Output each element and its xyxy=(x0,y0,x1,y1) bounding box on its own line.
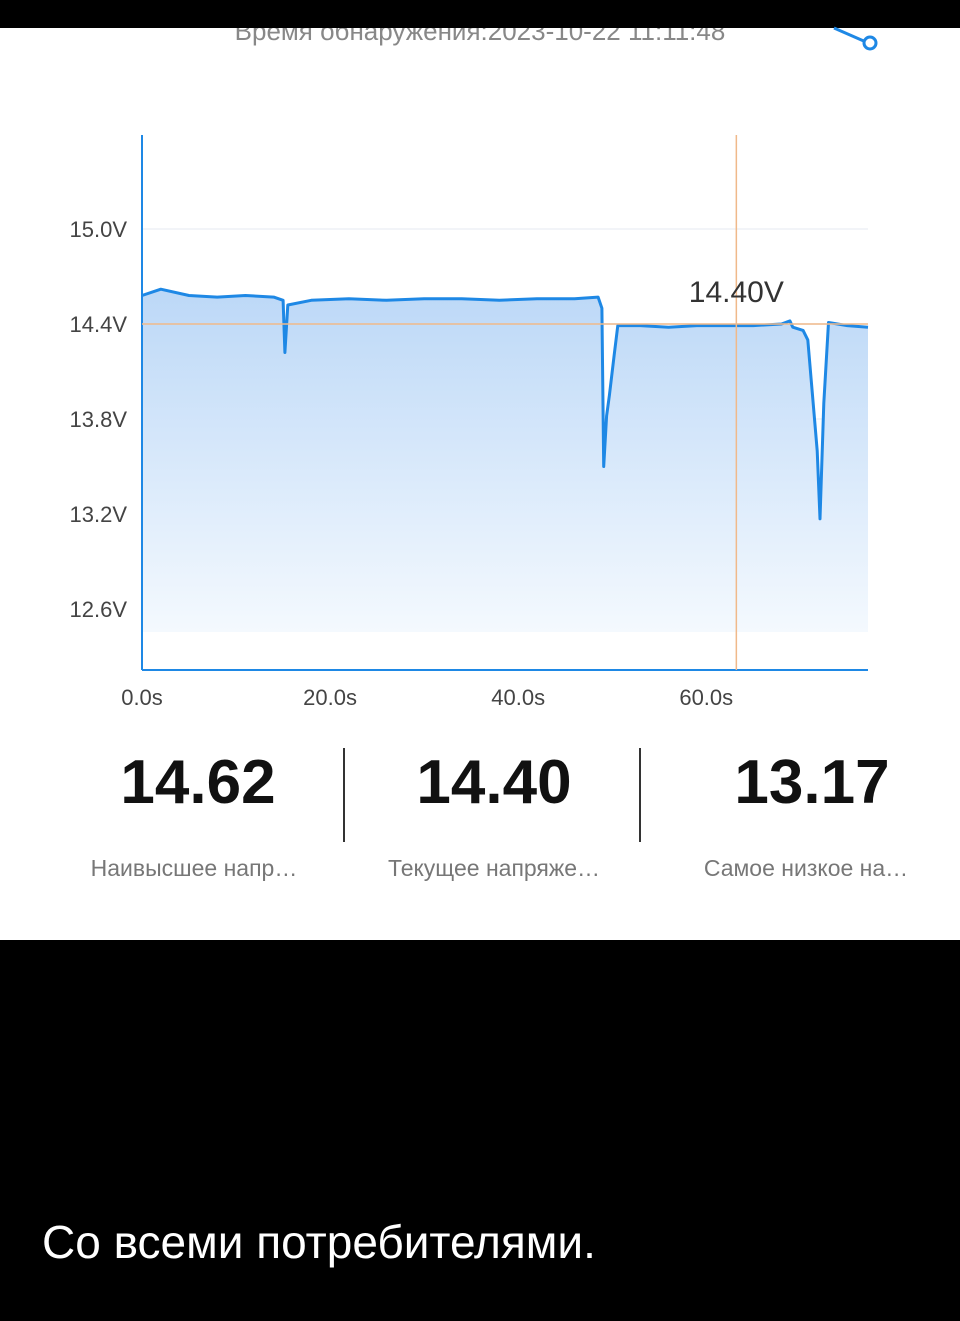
stat-label: Текущее напряже… xyxy=(388,855,600,881)
cursor-label: 14.40V xyxy=(689,276,784,309)
caption: Со всеми потребителями. xyxy=(42,1216,596,1268)
x-tick-label: 60.0s xyxy=(679,685,733,710)
stat-label: Наивысшее напр… xyxy=(91,855,298,881)
area xyxy=(142,289,868,632)
y-tick-label: 13.8V xyxy=(70,407,128,432)
chart: 12.6V 13.2V 13.8V 14.4V 15.0V 0.0s 20.0s 40.0s 6… xyxy=(70,135,869,710)
y-tick-label: 12.6V xyxy=(70,597,128,622)
status-bar xyxy=(0,0,960,28)
y-tick-label: 15.0V xyxy=(70,217,128,242)
stat-value: 13.17 xyxy=(734,748,889,817)
share-icon[interactable] xyxy=(833,26,878,51)
x-tick-label: 0.0s xyxy=(121,685,163,710)
y-tick-label: 14.4V xyxy=(70,312,128,337)
stat-value: 14.40 xyxy=(416,748,571,817)
y-tick-label: 13.2V xyxy=(70,502,128,527)
stat-label: Самое низкое на… xyxy=(704,855,908,881)
line xyxy=(141,287,869,521)
stat-value: 14.62 xyxy=(120,748,275,817)
x-tick-label: 40.0s xyxy=(491,685,545,710)
x-tick-label: 20.0s xyxy=(303,685,357,710)
